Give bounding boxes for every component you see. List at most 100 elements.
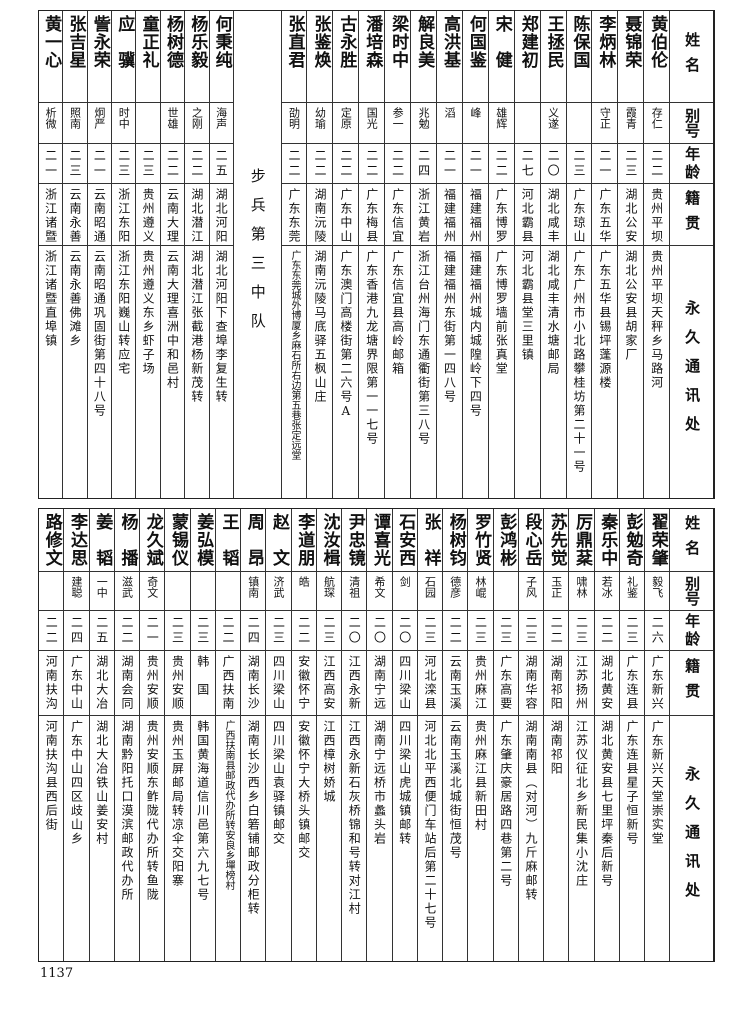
- name-cell: 杨树钧: [443, 509, 468, 572]
- divider-label: 步兵第三中队: [248, 167, 267, 342]
- origin-text: 广东高要: [498, 655, 513, 711]
- age-cell: 二一: [38, 144, 63, 184]
- alias-text: 剑: [398, 576, 412, 587]
- name-text: 路修文: [41, 513, 62, 567]
- origin-text: 浙江东阳: [116, 188, 131, 244]
- address-cell: 贵州平坝天秤乡马路河: [644, 246, 669, 498]
- name-cell: 周 昂: [241, 509, 266, 572]
- address-text: 广东香港九龙塘界限第一一七号: [364, 250, 379, 446]
- name-text: 周 昂: [243, 513, 264, 567]
- address-text: 广东新兴天堂崇实堂: [650, 720, 665, 846]
- name-cell: 段心岳: [518, 509, 544, 572]
- origin-cell: 安徽怀宁: [291, 651, 316, 716]
- name-text: 姜 韬: [92, 513, 113, 567]
- name-text: 翟荣肇: [647, 513, 668, 567]
- origin-cell: 贵州平坝: [644, 184, 670, 246]
- name-cell: 路修文: [39, 509, 64, 572]
- origin-cell: 湖南长沙: [241, 651, 266, 716]
- person-column: 姜 韬一中 二五 湖北大冶 湖北大冶铁山姜安村: [88, 509, 114, 961]
- alias-text: 奇文: [145, 576, 159, 598]
- alias-text: 霞青: [624, 107, 638, 129]
- person-column: 童正礼 二三 贵州遵义 贵州遵义东乡虾子场: [135, 11, 160, 498]
- alias-cell: 镇南: [241, 572, 266, 611]
- address-cell: 江西永新石灰桥锦和号转对江村: [342, 716, 366, 961]
- age-text: 二二: [44, 615, 59, 646]
- address-cell: 广东信宜县高岭邮箱: [385, 246, 410, 498]
- address-cell: 广东新兴天堂崇实堂: [645, 716, 669, 961]
- name-cell: 梁时中: [385, 11, 411, 103]
- address-cell: 广东香港九龙塘界限第一一七号: [359, 246, 384, 498]
- roster-table-bottom: 姓名 别号 年龄 籍贯 永久通讯处 翟荣肇 毅飞 二六 广东新兴 广东新兴天堂崇实堂 彭勉奇 礼鉴 二三…: [38, 508, 715, 962]
- person-column: 王拯民 义遂 二〇 湖北咸丰 湖北咸丰清水塘邮局: [539, 11, 566, 498]
- age-cell: 二五: [209, 144, 233, 184]
- age-cell: 二二: [160, 144, 185, 184]
- age-text: 二二: [165, 148, 180, 179]
- alias-text: 滔: [442, 107, 456, 118]
- person-column: 何秉纯 海声 二五 湖北河阳 湖北河阳下查埠李复生转: [208, 11, 233, 498]
- age-text: 二三: [68, 148, 83, 179]
- age-text: 二二: [338, 148, 353, 179]
- address-text: 河北霸县堂三里镇: [520, 250, 535, 362]
- address-text: 河北北平西便门车站后第二十七号: [422, 720, 437, 930]
- name-cell: 龙久斌: [140, 509, 165, 572]
- alias-text: 啸林: [574, 576, 588, 598]
- person-column: 李道朋皓二二 安徽怀宁 安徽怀宁大桥头镇邮交: [290, 509, 316, 961]
- header-origin-text: 籍贯: [683, 189, 702, 240]
- age-text: 二六: [650, 615, 665, 646]
- name-text: 王拯民: [543, 15, 564, 69]
- origin-cell: 广东琼山: [566, 184, 592, 246]
- origin-text: 广东琼山: [572, 188, 586, 244]
- alias-text: 航琛: [322, 576, 336, 598]
- name-cell: 李达思: [64, 509, 89, 572]
- alias-text: 林崐: [473, 576, 487, 598]
- age-cell: 二二: [385, 144, 411, 184]
- age-cell: 二二: [488, 144, 514, 184]
- age-text: 二一: [442, 148, 457, 179]
- address-cell: 浙江诸暨直埠镇: [39, 246, 62, 498]
- origin-text: 广东梅县: [364, 188, 379, 244]
- name-cell: 姜 韬: [89, 509, 114, 572]
- origin-cell: 湖南宁远: [367, 651, 392, 716]
- name-text: 应 骥: [114, 15, 135, 69]
- origin-cell: 河南扶沟: [39, 651, 64, 716]
- name-text: 苏先觉: [546, 513, 567, 567]
- age-cell: 二二: [185, 144, 209, 184]
- alias-text: 雄辉: [494, 107, 508, 129]
- address-cell: 云南玉溪北城街恒茂号: [443, 716, 467, 961]
- alias-cell: [39, 572, 64, 611]
- address-text: 安徽怀宁大桥头镇邮交: [296, 720, 311, 860]
- age-cell: 二二: [307, 144, 333, 184]
- alias-text: 玉正: [549, 576, 563, 598]
- address-text: 河南扶沟县西后街: [44, 720, 59, 832]
- address-text: 贵州平坝天秤乡马路河: [649, 250, 664, 390]
- age-cell: 二三: [316, 611, 342, 651]
- origin-text: 湖南沅陵: [312, 188, 327, 244]
- name-text: 姜弘模: [193, 513, 214, 567]
- alias-text: 幼瑜: [313, 107, 327, 129]
- origin-text: 湖北咸丰: [546, 188, 561, 244]
- alias-text: 炯严: [92, 107, 106, 129]
- origin-text: 江苏扬州: [574, 655, 589, 711]
- name-text: 何国鉴: [465, 15, 486, 69]
- header-name-text: 姓名: [683, 31, 702, 82]
- address-text: 贵州遵义东乡虾子场: [141, 250, 156, 376]
- name-cell: 赵 文: [266, 509, 291, 572]
- name-cell: 何秉纯: [209, 11, 233, 103]
- origin-text: 河南扶沟: [44, 655, 59, 711]
- age-text: 二三: [321, 615, 336, 646]
- alias-text: 照南: [68, 107, 82, 129]
- origin-cell: 广西扶南: [215, 651, 241, 716]
- address-cell: 湖北潜江张截港杨新茂转: [185, 246, 208, 498]
- origin-cell: 广东新兴: [645, 651, 670, 716]
- origin-cell: 湖北河阳: [209, 184, 233, 246]
- name-cell: 李炳林: [592, 11, 618, 103]
- address-text: 湖北河阳下查埠李复生转: [214, 250, 229, 404]
- name-cell: 郑建初: [514, 11, 540, 103]
- name-cell: 罗竹贤: [468, 509, 493, 572]
- age-text: 二二: [364, 148, 379, 179]
- address-text: 云南永善佛滩乡: [68, 250, 83, 348]
- alias-cell: 幼瑜: [307, 103, 333, 144]
- name-cell: 彭勉奇: [619, 509, 645, 572]
- person-column: 杨树钧 德彦 二二 云南玉溪 云南玉溪北城街恒茂号: [442, 509, 468, 961]
- age-cell: 二二: [281, 144, 307, 184]
